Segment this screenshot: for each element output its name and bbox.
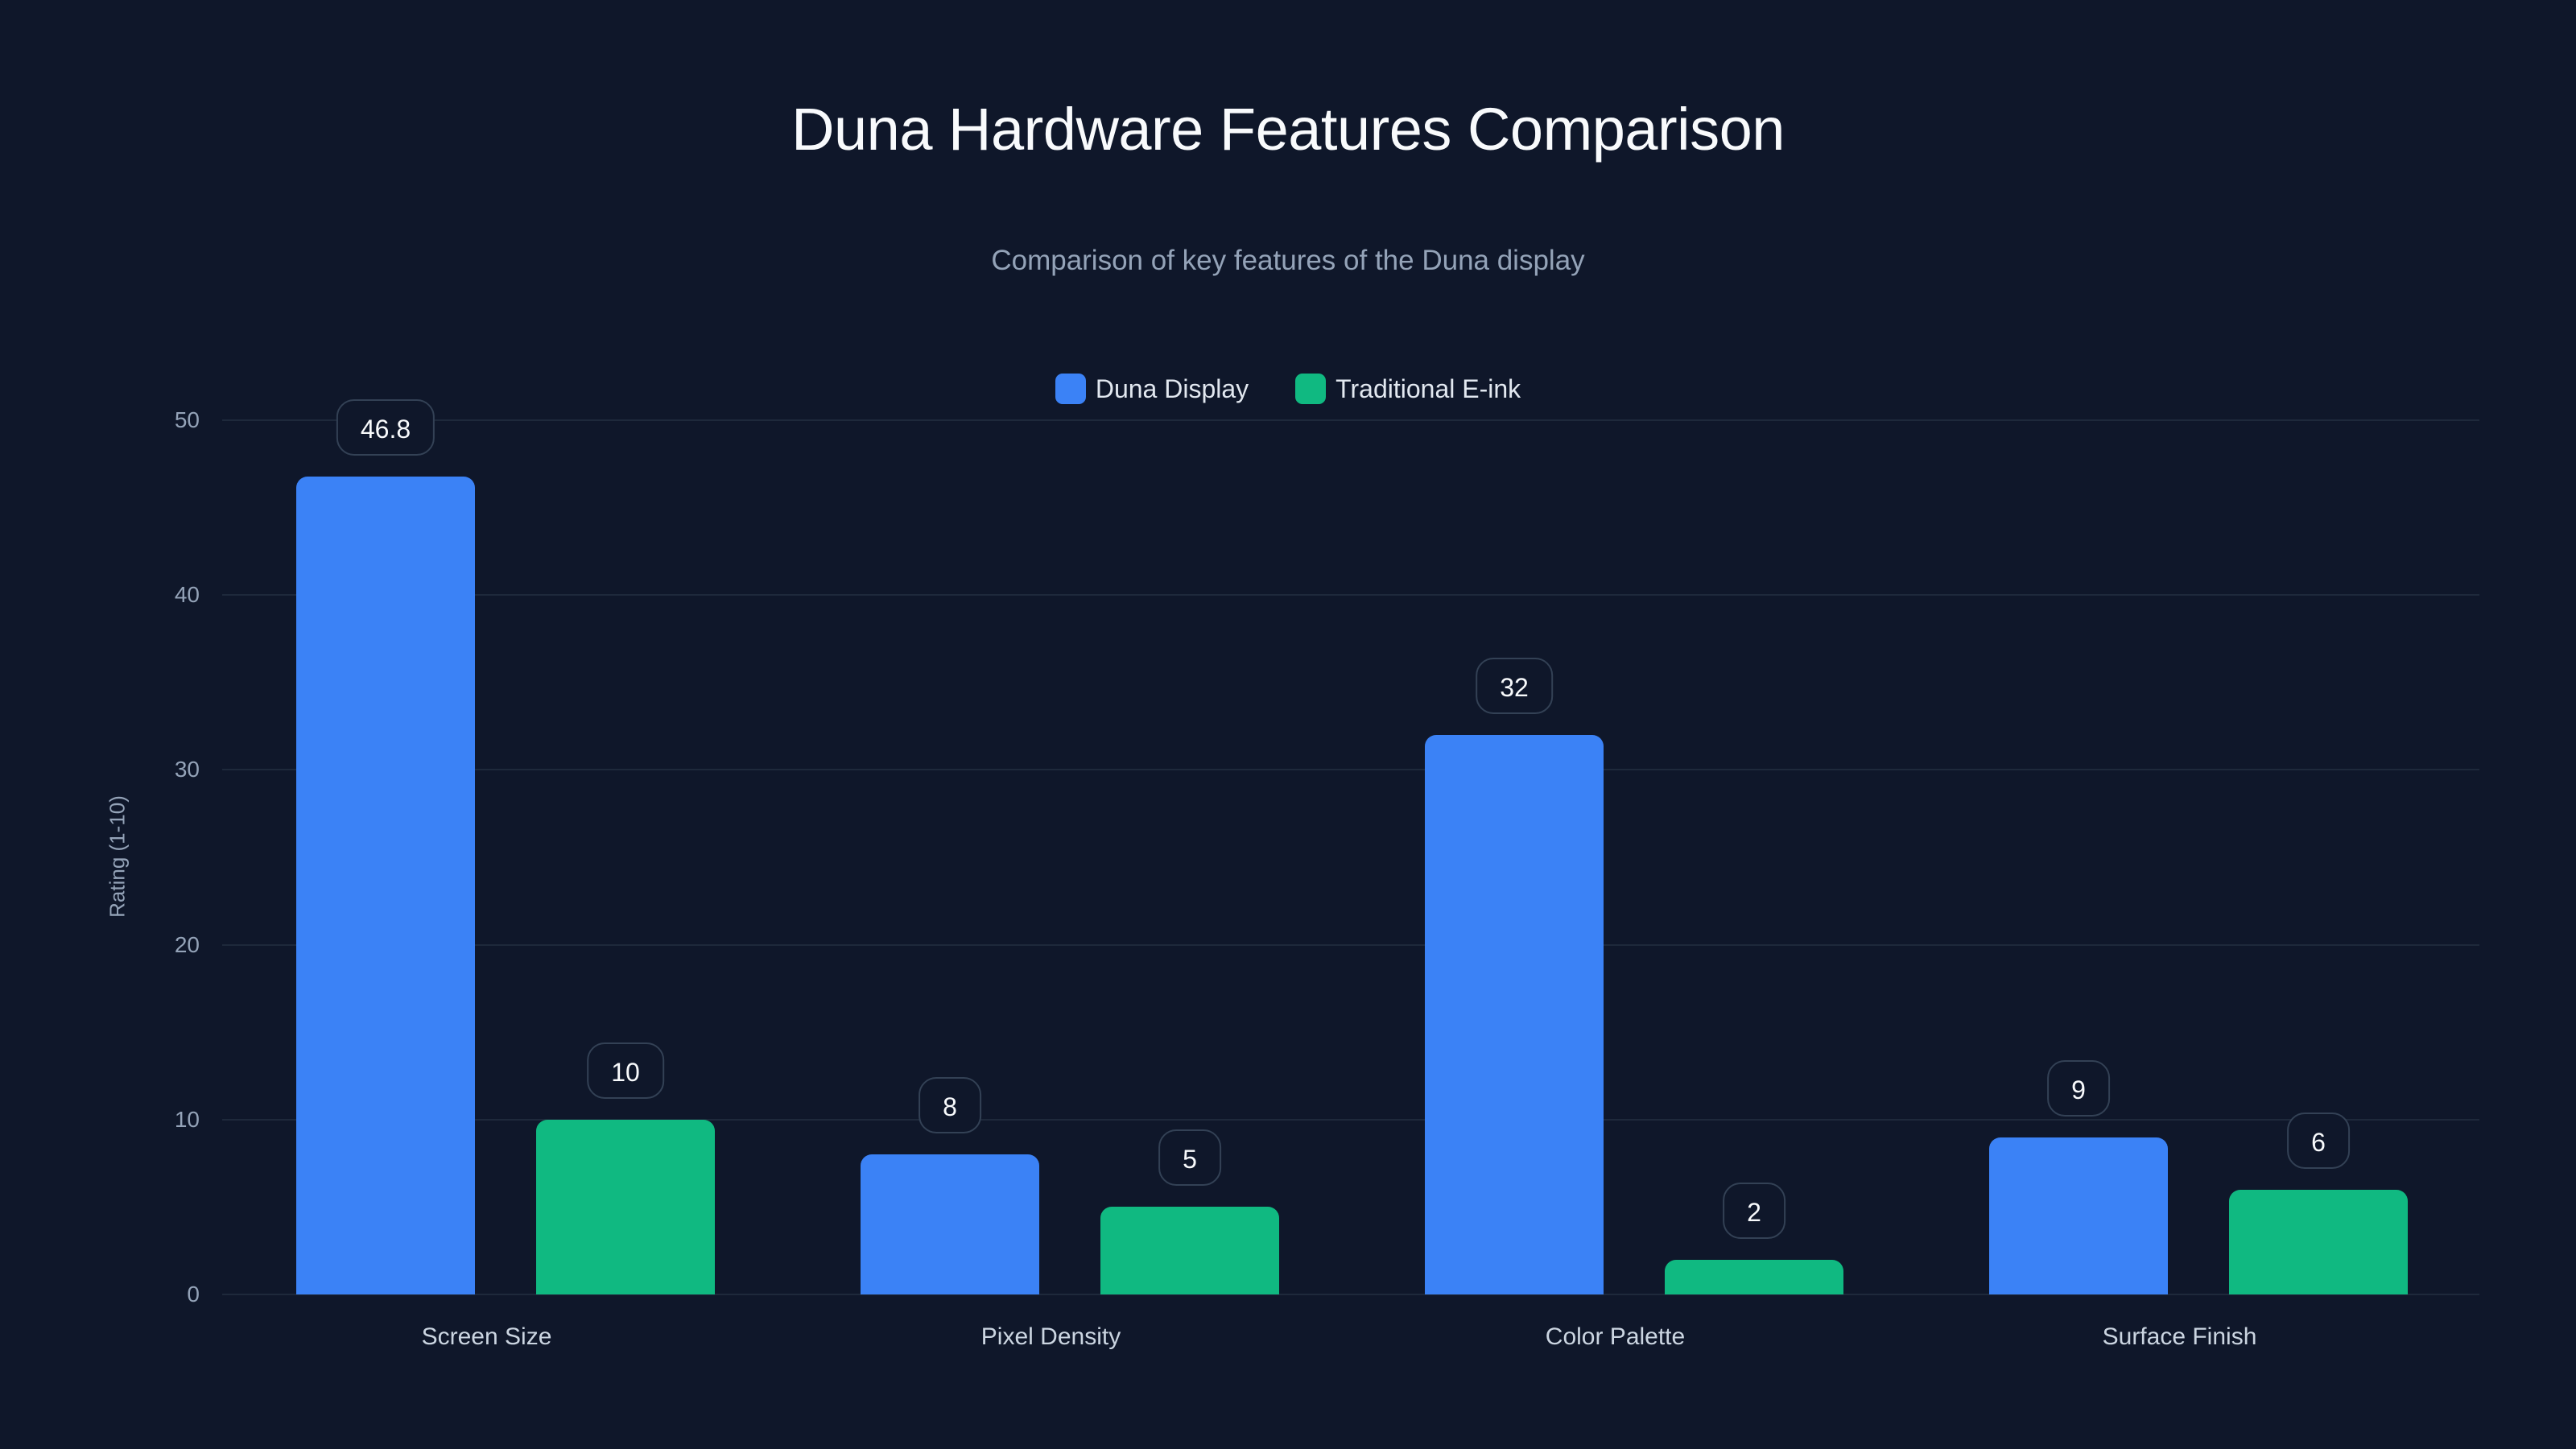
y-tick-label: 20 <box>174 931 200 957</box>
legend-label: Traditional E-ink <box>1335 374 1521 403</box>
chart-title: Duna Hardware Features Comparison <box>791 96 1785 163</box>
legend-item-traditional-eink[interactable]: Traditional E-ink <box>1295 374 1521 404</box>
gridline <box>222 769 2479 771</box>
legend: Duna Display Traditional E-ink <box>0 374 2576 404</box>
data-label: 6 <box>2287 1112 2350 1169</box>
legend-swatch-green-icon <box>1295 374 1327 404</box>
legend-label: Duna Display <box>1095 374 1249 403</box>
bar-traditional-e-ink-screen-size[interactable] <box>536 1119 715 1294</box>
bar-duna-display-pixel-density[interactable] <box>861 1154 1039 1294</box>
bar-traditional-e-ink-pixel-density[interactable] <box>1100 1207 1279 1294</box>
y-tick-label: 10 <box>174 1106 200 1132</box>
bar-traditional-e-ink-color-palette[interactable] <box>1665 1259 1843 1294</box>
y-tick-label: 0 <box>187 1282 200 1307</box>
legend-swatch-blue-icon <box>1055 374 1086 404</box>
data-label: 2 <box>1723 1182 1785 1239</box>
legend-item-duna-display[interactable]: Duna Display <box>1055 374 1249 404</box>
bar-traditional-e-ink-surface-finish[interactable] <box>2229 1189 2408 1294</box>
chart-subtitle: Comparison of key features of the Duna d… <box>991 245 1585 276</box>
gridline <box>222 419 2479 421</box>
gridline <box>222 943 2479 946</box>
y-tick-label: 50 <box>174 407 200 432</box>
data-label: 46.8 <box>336 398 436 456</box>
data-label: 9 <box>2047 1059 2110 1117</box>
x-tick-label: Screen Size <box>421 1323 552 1350</box>
data-label: 32 <box>1476 657 1553 714</box>
x-tick-label: Color Palette <box>1545 1323 1686 1350</box>
x-tick-label: Pixel Density <box>980 1323 1121 1350</box>
x-tick-label: Surface Finish <box>2102 1323 2257 1350</box>
data-label: 8 <box>919 1077 981 1134</box>
bar-duna-display-surface-finish[interactable] <box>1989 1137 2168 1294</box>
data-label: 10 <box>587 1042 664 1099</box>
y-tick-label: 30 <box>174 757 200 782</box>
bar-duna-display-screen-size[interactable] <box>296 476 475 1294</box>
bar-duna-display-color-palette[interactable] <box>1425 734 1604 1294</box>
gridline <box>222 594 2479 597</box>
y-tick-label: 40 <box>174 582 200 608</box>
data-label: 5 <box>1158 1129 1221 1187</box>
gridline <box>222 1294 2479 1295</box>
gridline <box>222 1118 2479 1121</box>
